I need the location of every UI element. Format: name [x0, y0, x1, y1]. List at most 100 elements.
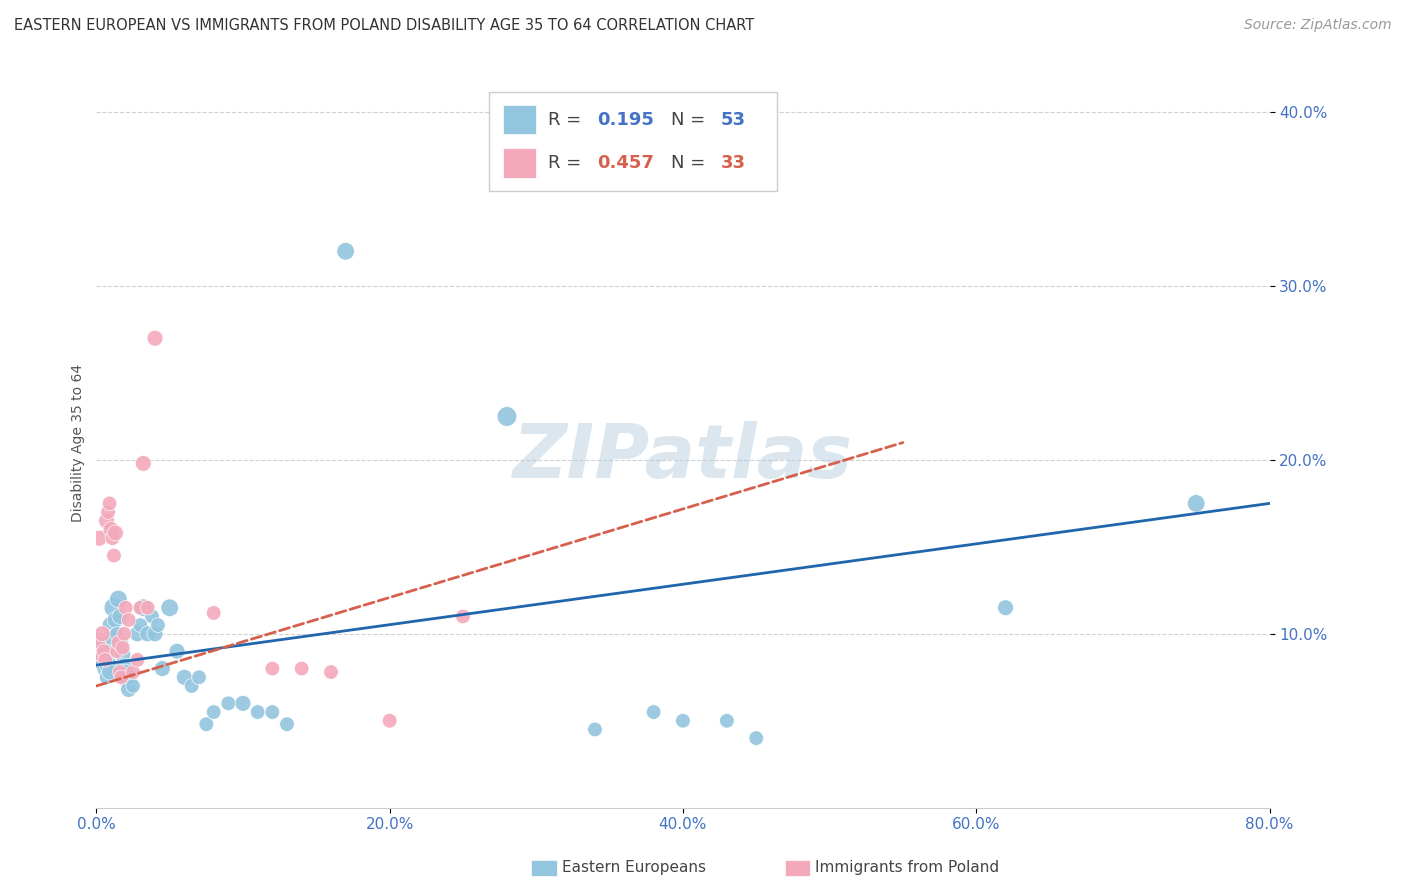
Point [101, 630, 124, 644]
Point [98, 496, 121, 510]
Text: 0.195: 0.195 [598, 111, 654, 128]
Point [132, 600, 155, 615]
Text: ZIPatlas: ZIPatlas [513, 421, 853, 493]
Point [117, 682, 139, 697]
Point [111, 640, 134, 655]
Point [94, 662, 117, 676]
Point [110, 635, 132, 649]
Point [98, 665, 121, 679]
Point [107, 592, 129, 607]
Point [262, 662, 284, 676]
Point [319, 665, 342, 679]
Point [97, 505, 120, 519]
Point [643, 705, 665, 719]
Point [117, 613, 139, 627]
Point [335, 244, 357, 259]
Point [96, 670, 118, 684]
Point [107, 635, 129, 649]
Point [716, 714, 738, 728]
Text: 53: 53 [720, 111, 745, 128]
Point [104, 525, 127, 540]
Point [91, 648, 114, 662]
Point [122, 665, 145, 679]
Point [87, 635, 110, 649]
Point [114, 600, 136, 615]
Point [127, 653, 149, 667]
Point [127, 627, 149, 641]
Point [101, 531, 124, 545]
Point [143, 331, 166, 345]
FancyBboxPatch shape [503, 105, 536, 135]
Point [202, 705, 225, 719]
Point [291, 662, 314, 676]
Point [143, 627, 166, 641]
Point [108, 609, 131, 624]
Point [232, 697, 254, 711]
Point [108, 665, 131, 679]
Point [115, 675, 138, 690]
Point [89, 653, 111, 667]
Point [89, 531, 111, 545]
Point [90, 648, 112, 662]
Point [150, 662, 173, 676]
Point [120, 670, 142, 684]
Text: Immigrants from Poland: Immigrants from Poland [815, 860, 1000, 874]
Text: Source: ZipAtlas.com: Source: ZipAtlas.com [1244, 18, 1392, 32]
Point [104, 613, 127, 627]
Point [122, 679, 145, 693]
Point [378, 714, 401, 728]
Point [195, 717, 218, 731]
Point [112, 658, 135, 673]
Point [217, 697, 239, 711]
FancyBboxPatch shape [503, 148, 536, 178]
Point [90, 644, 112, 658]
Y-axis label: Disability Age 35 to 64: Disability Age 35 to 64 [72, 364, 86, 522]
Point [188, 670, 211, 684]
Point [202, 606, 225, 620]
Point [93, 644, 115, 658]
Point [129, 600, 152, 615]
Point [93, 640, 115, 655]
Point [1185, 496, 1208, 510]
Point [136, 600, 159, 615]
Text: N =: N = [671, 154, 711, 172]
Point [672, 714, 695, 728]
Point [97, 658, 120, 673]
Point [112, 627, 135, 641]
Point [103, 549, 125, 563]
Point [159, 600, 181, 615]
Point [100, 618, 122, 632]
Point [146, 618, 169, 632]
Point [180, 679, 202, 693]
Point [745, 731, 768, 746]
Point [87, 635, 110, 649]
Point [103, 600, 125, 615]
Point [114, 665, 136, 679]
Point [100, 523, 122, 537]
Point [451, 609, 474, 624]
Point [132, 457, 155, 471]
Point [105, 627, 128, 641]
Point [110, 670, 132, 684]
Text: R =: R = [548, 111, 588, 128]
Point [91, 627, 114, 641]
Point [96, 514, 118, 528]
Text: 0.457: 0.457 [598, 154, 654, 172]
Point [173, 670, 195, 684]
Text: N =: N = [671, 111, 711, 128]
Point [496, 409, 519, 424]
Point [166, 644, 188, 658]
Point [111, 648, 134, 662]
FancyBboxPatch shape [489, 92, 776, 191]
Text: R =: R = [548, 154, 588, 172]
Text: Eastern Europeans: Eastern Europeans [562, 860, 706, 874]
Point [276, 717, 298, 731]
Point [94, 653, 117, 667]
Text: EASTERN EUROPEAN VS IMMIGRANTS FROM POLAND DISABILITY AGE 35 TO 64 CORRELATION C: EASTERN EUROPEAN VS IMMIGRANTS FROM POLA… [14, 18, 754, 33]
Point [994, 600, 1017, 615]
Point [141, 609, 163, 624]
Text: 33: 33 [720, 154, 745, 172]
Point [136, 627, 159, 641]
Point [129, 618, 152, 632]
Point [105, 644, 128, 658]
